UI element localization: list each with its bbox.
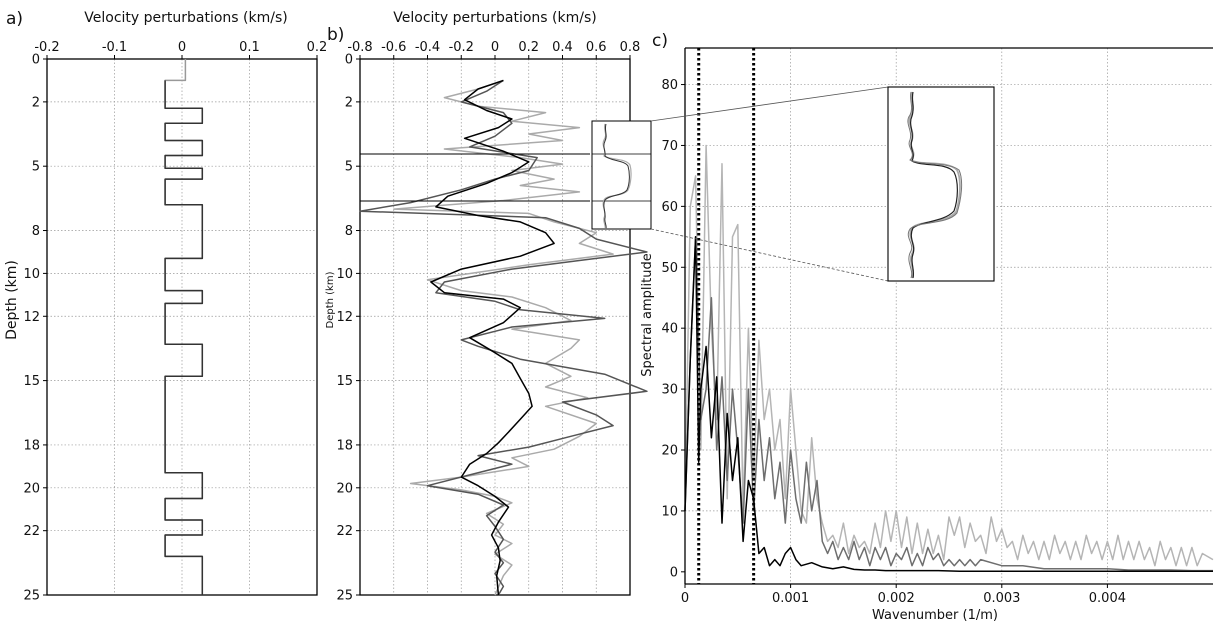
series-line-2 <box>164 80 204 595</box>
y-tick-label: 10 <box>336 267 353 282</box>
y-tick-label: 8 <box>345 224 353 239</box>
panel-a-grid <box>47 59 317 595</box>
y-tick-label: 18 <box>336 438 353 453</box>
x-tick-label: 0.4 <box>552 40 573 55</box>
panel-b: -0.8 -0.6 -0.4 -0.2 0 0.2 0.4 0.6 0.8 0258101215… <box>325 10 648 604</box>
x-tick-label: -0.4 <box>415 40 440 55</box>
panel-b-inset-curve <box>602 123 632 229</box>
y-tick-label: 10 <box>661 504 678 519</box>
y-tick-label: 20 <box>336 481 353 496</box>
x-tick-label: 0.001 <box>772 591 809 606</box>
panel-c-yticks: 0 10 20 30 40 50 60 70 80 <box>661 78 685 580</box>
spectrum-line-3 <box>684 236 1213 572</box>
panel-c-lines <box>684 144 1214 572</box>
panel-b-inset-frame <box>591 120 652 230</box>
x-tick-label: 0.6 <box>586 40 607 55</box>
x-tick-label: 0.002 <box>878 591 915 606</box>
panel-a-xlabel: Velocity perturbations (km/s) <box>84 10 287 26</box>
y-tick-label: 18 <box>23 438 40 453</box>
x-tick-label: -0.8 <box>347 40 372 55</box>
y-tick-label: 20 <box>661 444 678 459</box>
panel-c-dotted-lines <box>697 48 756 584</box>
x-tick-label: -0.1 <box>102 40 127 55</box>
panel-a-xticks: -0.2 -0.1 0 0.1 0.2 <box>34 40 327 59</box>
y-tick-label: 8 <box>32 224 40 239</box>
panel-b-xlabel: Velocity perturbations (km/s) <box>393 10 596 26</box>
y-tick-label: 25 <box>336 589 353 604</box>
x-tick-label: 0.003 <box>983 591 1020 606</box>
y-tick-label: 40 <box>661 322 678 337</box>
y-tick-label: 5 <box>345 160 353 175</box>
x-tick-label: -0.2 <box>449 40 474 55</box>
x-tick-label: 0.004 <box>1089 591 1126 606</box>
zoom-inset <box>887 86 995 282</box>
y-tick-label: 12 <box>336 310 353 325</box>
zoom-inset-curve <box>907 91 963 279</box>
panel-b-zoom-inset <box>591 120 652 230</box>
spectrum-line-1 <box>684 144 1214 567</box>
panel-c-label: c) <box>652 31 668 51</box>
x-tick-label: 0 <box>178 40 186 55</box>
y-tick-label: 2 <box>32 95 40 110</box>
series-line-3 <box>430 79 555 596</box>
y-tick-label: 25 <box>23 589 40 604</box>
y-tick-label: 80 <box>661 78 678 93</box>
panel-b-lines <box>359 79 648 596</box>
inset-connector-line <box>650 86 889 122</box>
y-tick-label: 20 <box>23 481 40 496</box>
y-tick-label: 12 <box>23 310 40 325</box>
panel-c-xticks: 0 0.001 0.002 0.003 0.004 <box>681 584 1126 606</box>
panel-c-xlabel: Wavenumber (1/m) <box>872 608 998 623</box>
x-tick-label: 0.2 <box>518 40 539 55</box>
panel-b-ylabel: Depth (km) <box>325 271 336 328</box>
y-tick-label: 30 <box>661 383 678 398</box>
panel-b-inset-curve <box>603 123 630 229</box>
x-tick-label: 0 <box>491 40 499 55</box>
y-tick-label: 2 <box>345 95 353 110</box>
panel-a-lines <box>164 59 204 595</box>
spectrum-line-2 <box>684 236 1213 572</box>
series-line-1 <box>164 59 204 595</box>
y-tick-label: 15 <box>336 374 353 389</box>
panel-b-label: b) <box>327 25 344 45</box>
panel-a-label: a) <box>6 9 23 29</box>
y-tick-label: 22 <box>23 524 40 539</box>
panel-b-xticks: -0.8 -0.6 -0.4 -0.2 0 0.2 0.4 0.6 0.8 <box>347 40 640 59</box>
y-tick-label: 5 <box>32 160 40 175</box>
panel-c-ylabel: Spectral amplitude <box>640 253 655 377</box>
x-tick-label: 0.2 <box>307 40 328 55</box>
y-tick-label: 22 <box>336 524 353 539</box>
y-tick-label: 70 <box>661 139 678 154</box>
y-tick-label: 60 <box>661 200 678 215</box>
zoom-inset-frame <box>887 86 995 282</box>
y-tick-label: 50 <box>661 261 678 276</box>
y-tick-label: 0 <box>32 53 40 68</box>
series-line-2 <box>359 79 648 596</box>
x-tick-label: 0.1 <box>239 40 260 55</box>
x-tick-label: 0.8 <box>620 40 641 55</box>
zoom-inset-curve <box>909 91 958 279</box>
y-tick-label: 0 <box>345 53 353 68</box>
x-tick-label: -0.2 <box>34 40 59 55</box>
y-tick-label: 15 <box>23 374 40 389</box>
x-tick-label: 0 <box>681 591 689 606</box>
x-tick-label: -0.6 <box>381 40 406 55</box>
panel-a-ylabel: Depth (km) <box>4 260 20 340</box>
series-line-1 <box>393 79 614 596</box>
y-tick-label: 0 <box>670 565 678 580</box>
inset-connector-line <box>650 228 889 282</box>
y-tick-label: 10 <box>23 267 40 282</box>
